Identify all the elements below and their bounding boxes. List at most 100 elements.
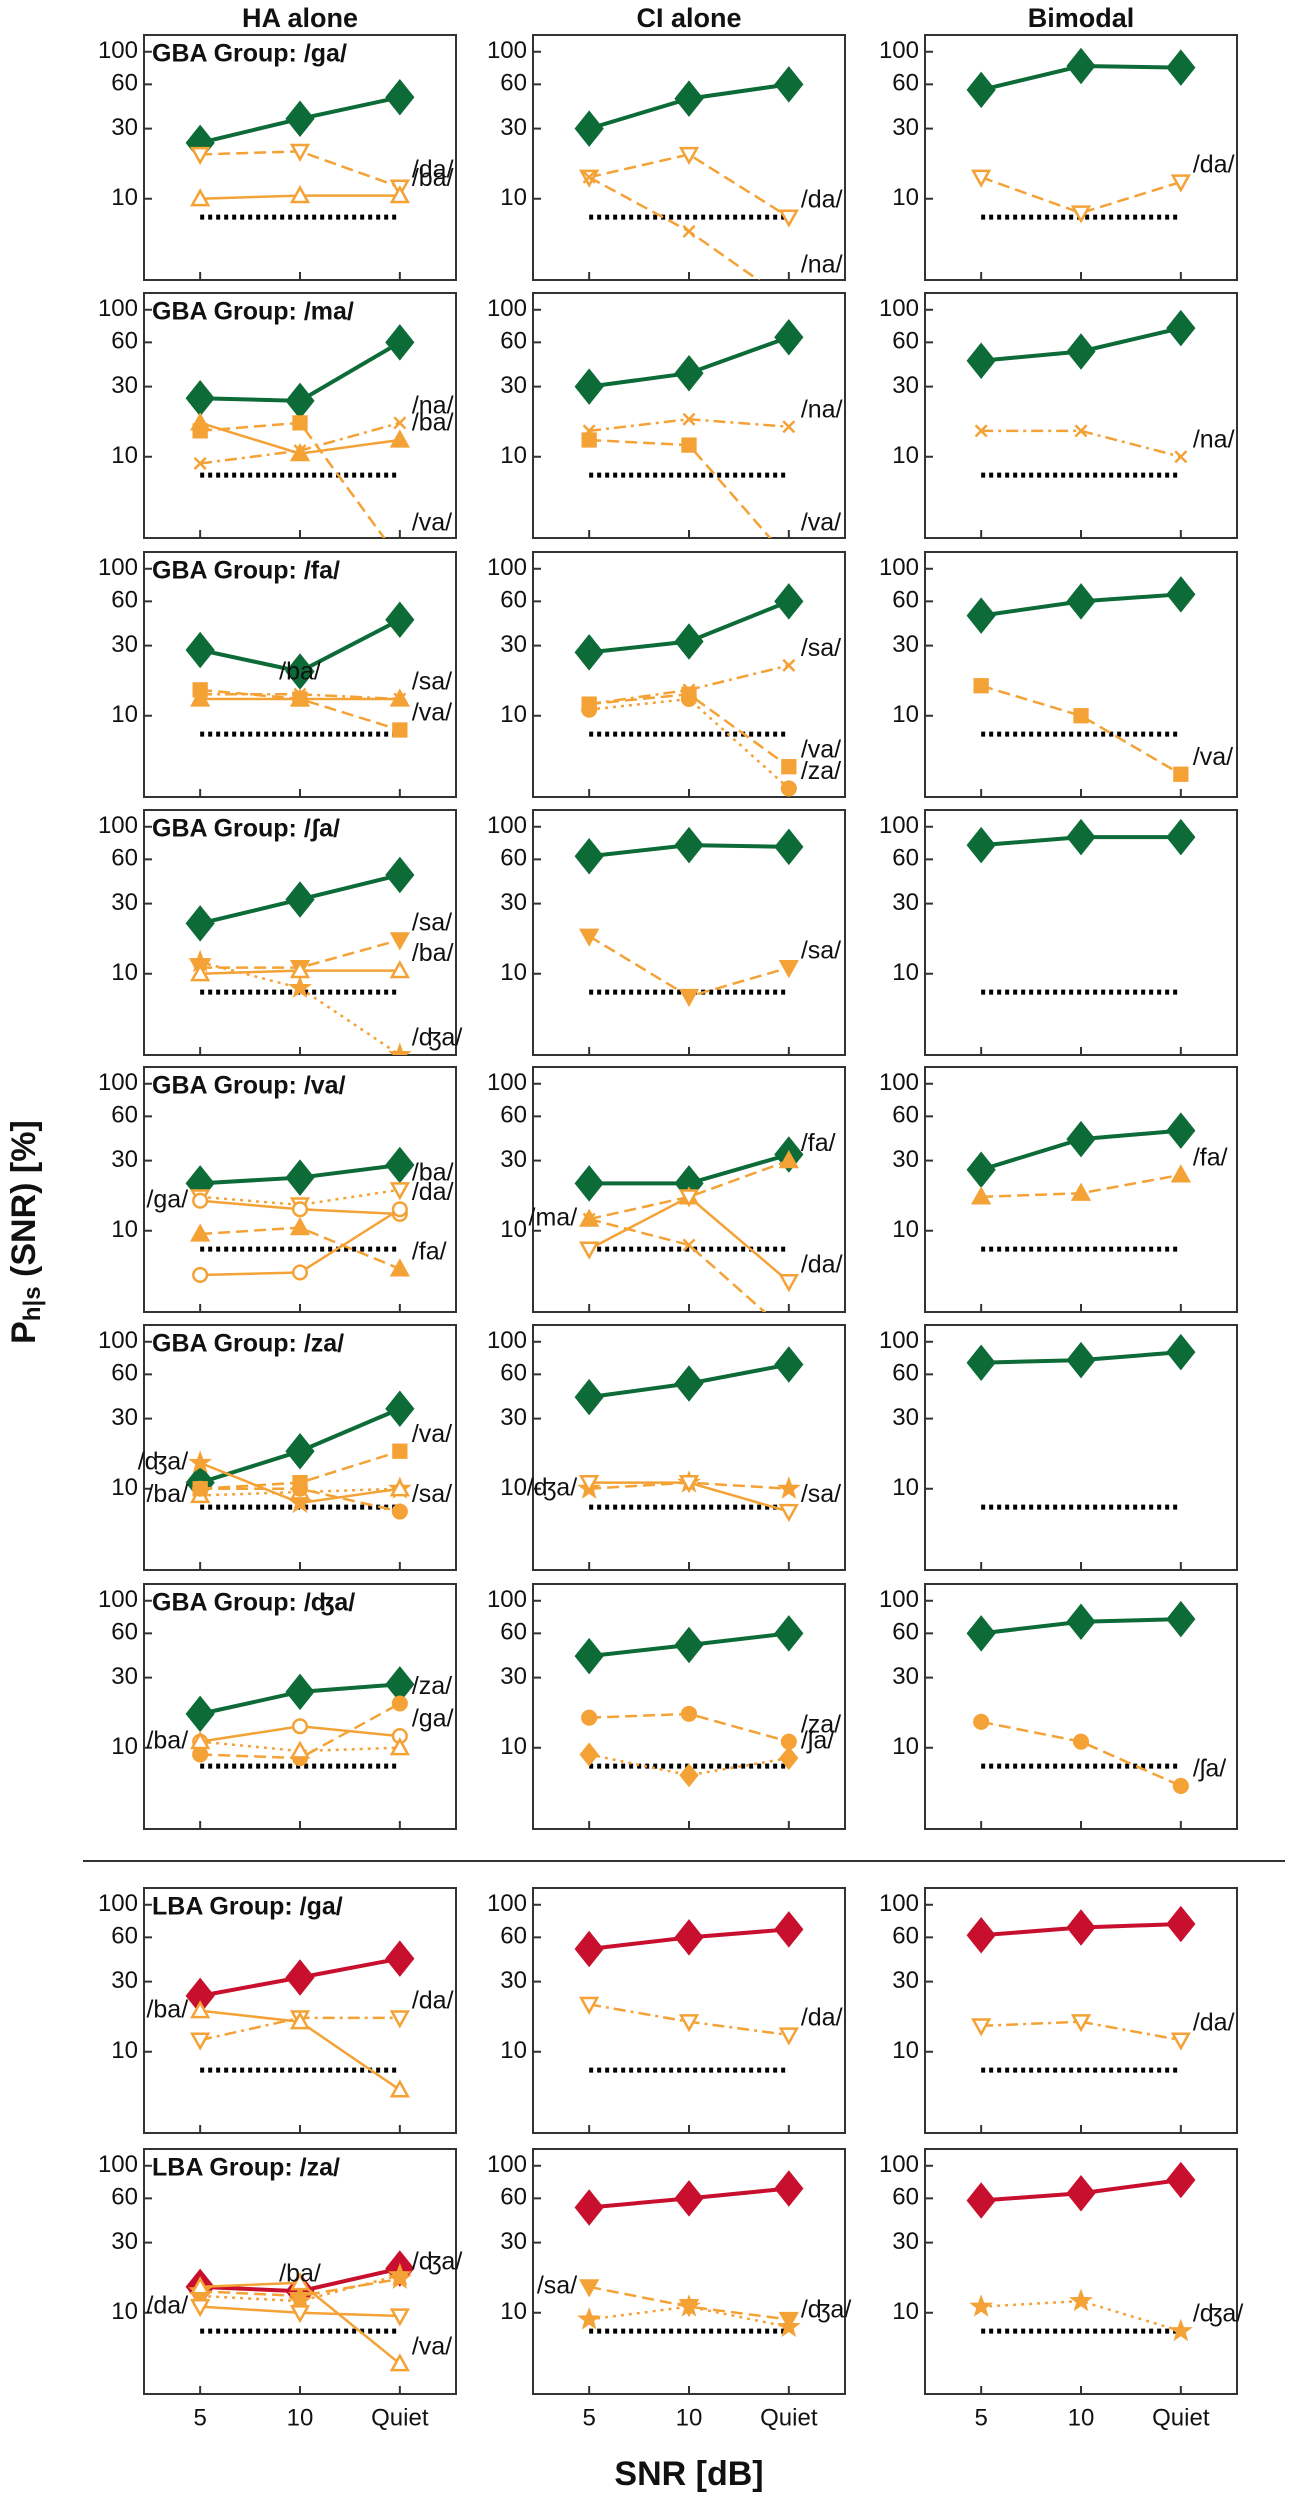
series-label: /na/ xyxy=(801,251,843,279)
series-label: /ʤa/ xyxy=(138,1447,189,1475)
marker-triangle xyxy=(778,209,799,228)
marker-circle xyxy=(1072,1733,1090,1750)
series-label: /ba/ xyxy=(279,658,321,686)
plot-area xyxy=(574,583,804,797)
series-label: /da/ xyxy=(412,1986,454,2014)
marker-x xyxy=(1074,424,1088,438)
y-tick-label: 30 xyxy=(111,1146,138,1173)
marker-diamond xyxy=(674,2180,704,2217)
marker-square xyxy=(681,437,697,453)
plot-area xyxy=(574,2170,804,2338)
y-tick-label: 10 xyxy=(500,701,527,728)
marker-triangle xyxy=(190,2276,211,2295)
x-axis-label: SNR [dB] xyxy=(614,2455,763,2493)
marker-triangle xyxy=(190,2032,211,2051)
y-tick-label: 60 xyxy=(111,587,138,614)
plot-area xyxy=(966,576,1196,782)
series-label: /va/ xyxy=(412,509,452,537)
panel-title: LBA Group: /za/ xyxy=(152,2154,340,2182)
series-label: /sa/ xyxy=(801,1480,841,1508)
marker-circle xyxy=(291,1264,309,1281)
plot-area xyxy=(185,1940,415,2098)
series-label: /va/ xyxy=(412,699,452,727)
marker-x xyxy=(193,456,207,470)
series-label: /na/ xyxy=(412,391,454,419)
marker-triangle xyxy=(678,1189,700,1208)
marker-diamond xyxy=(1066,1120,1096,1158)
series-label: /da/ xyxy=(146,2291,188,2319)
marker-diamond xyxy=(674,623,704,660)
marker-diamond xyxy=(579,1742,599,1767)
plot-area xyxy=(574,1615,804,1788)
y-tick-label: 30 xyxy=(500,889,527,916)
marker-square xyxy=(392,1443,408,1459)
marker-square xyxy=(292,691,308,707)
y-tick-label: 30 xyxy=(500,1967,527,1994)
marker-triangle xyxy=(190,2000,211,2019)
marker-circle xyxy=(973,1713,990,1730)
series-label: /ba/ xyxy=(412,1158,454,1186)
series-line xyxy=(981,2299,1182,2333)
marker-triangle xyxy=(289,185,311,204)
y-tick-label: 100 xyxy=(98,1890,138,1917)
x-tick-label: 10 xyxy=(676,2404,703,2431)
y-tick-label: 10 xyxy=(892,1474,919,1501)
panel: 10 30 60 100 5 10 Quiet/sa/ /ʤa/ xyxy=(487,2148,852,2431)
marker-diamond xyxy=(1166,1600,1196,1638)
column-title: Bimodal xyxy=(1028,3,1135,33)
series-label: /da/ xyxy=(1193,151,1235,179)
y-tick-label: 10 xyxy=(500,184,527,211)
series-line xyxy=(589,2305,790,2329)
y-tick-label: 10 xyxy=(500,959,527,986)
y-tick-label: 30 xyxy=(111,1404,138,1431)
marker-x xyxy=(682,412,696,426)
marker-triangle xyxy=(389,2353,410,2372)
panel: 10 30 60 100/da/ xyxy=(879,1887,1238,2134)
series-label: /sa/ xyxy=(801,936,841,964)
y-tick-label: 100 xyxy=(879,554,919,581)
marker-diamond xyxy=(774,1911,804,1948)
series-label: /ba/ xyxy=(146,1995,188,2023)
panel: 10 30 60 100/ʃa/ xyxy=(879,1583,1238,1830)
series-label: /ʤa/ xyxy=(801,2296,852,2324)
marker-diamond xyxy=(966,1615,996,1652)
marker-star xyxy=(288,975,312,999)
plot-area xyxy=(185,1666,415,1769)
y-tick-label: 10 xyxy=(111,1733,138,1760)
marker-x xyxy=(393,416,407,430)
marker-triangle xyxy=(971,2018,992,2037)
marker-triangle xyxy=(579,1996,600,2015)
marker-triangle xyxy=(289,2011,311,2030)
y-tick-label: 100 xyxy=(98,554,138,581)
column-title: HA alone xyxy=(242,3,358,33)
marker-diamond xyxy=(185,631,215,669)
panel: 10 30 60 100 xyxy=(879,809,1238,1056)
x-tick-label: Quiet xyxy=(1152,2404,1210,2431)
marker-star xyxy=(776,1476,801,1499)
marker-diamond xyxy=(1066,47,1096,85)
y-tick-label: 10 xyxy=(500,1474,527,1501)
y-tick-label: 100 xyxy=(879,295,919,322)
y-tick-label: 60 xyxy=(111,1102,138,1129)
marker-triangle xyxy=(1070,205,1092,224)
y-tick-label: 30 xyxy=(111,114,138,141)
marker-triangle xyxy=(778,1274,799,1293)
y-tick-label: 30 xyxy=(892,631,919,658)
y-tick-label: 30 xyxy=(892,1663,919,1690)
y-tick-label: 60 xyxy=(500,845,527,872)
marker-diamond xyxy=(1166,49,1196,86)
marker-diamond xyxy=(285,653,315,690)
series-label: /ʤa/ xyxy=(412,2247,463,2275)
marker-diamond xyxy=(774,828,804,866)
marker-x xyxy=(682,1238,696,1252)
marker-diamond xyxy=(385,1390,415,1428)
marker-star xyxy=(677,2294,701,2317)
y-tick-label: 100 xyxy=(98,1069,138,1096)
y-tick-label: 60 xyxy=(500,1923,527,1950)
y-tick-label: 30 xyxy=(892,1146,919,1173)
series-label: /za/ xyxy=(412,1672,452,1700)
marker-triangle xyxy=(971,169,992,188)
marker-diamond xyxy=(385,1940,415,1977)
series-line xyxy=(981,429,1182,458)
